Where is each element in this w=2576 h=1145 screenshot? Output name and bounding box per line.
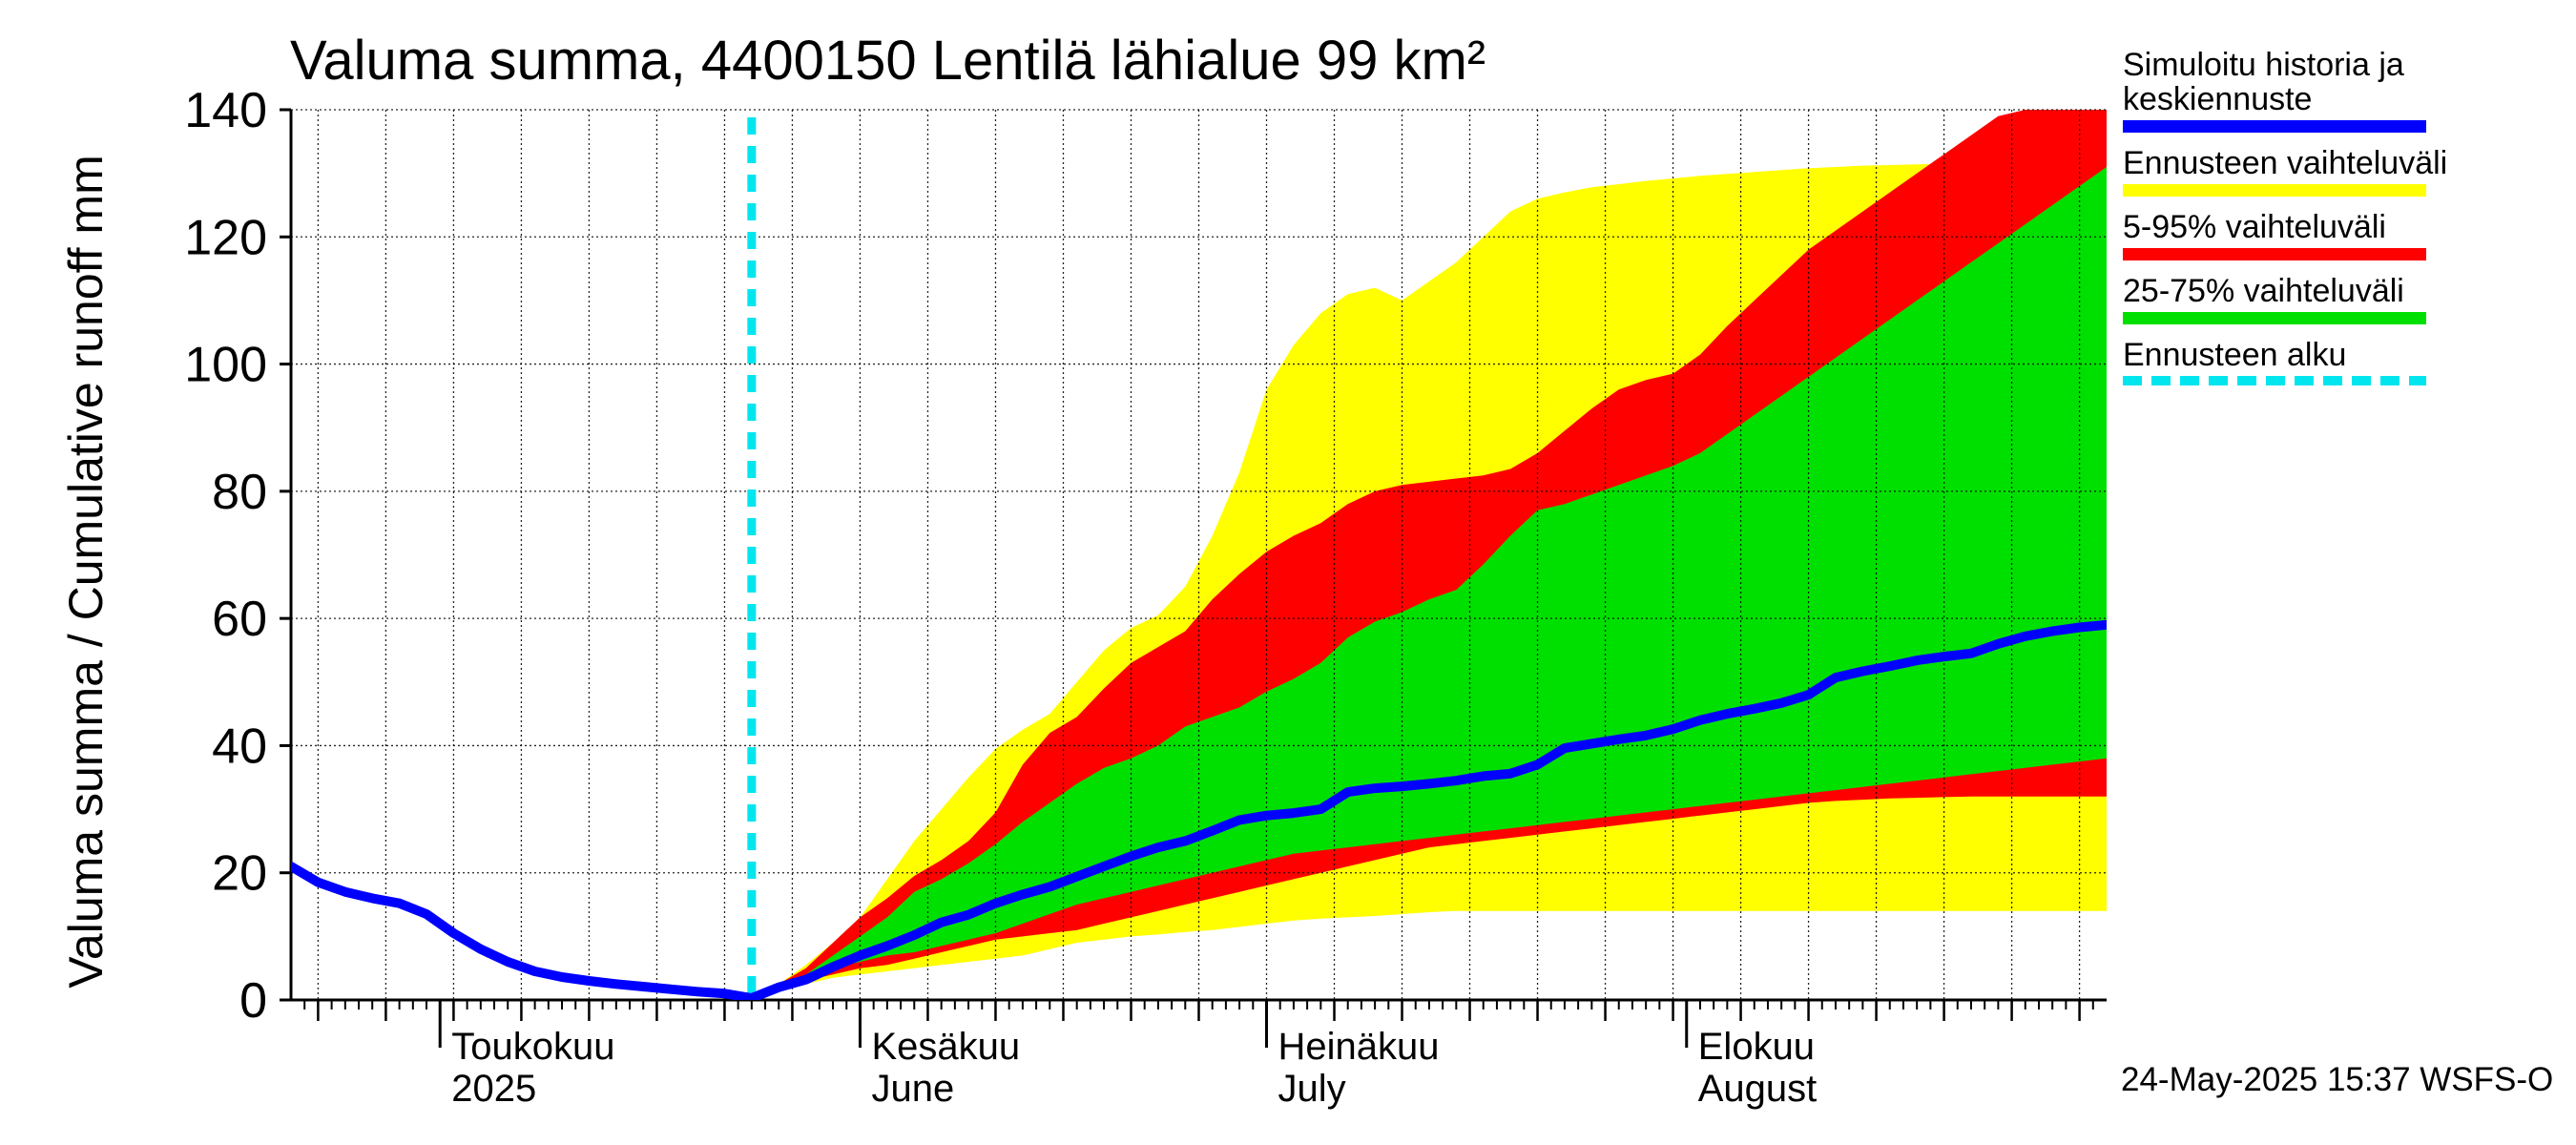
legend: Simuloitu historia ja keskiennuste Ennus… [2123, 48, 2552, 399]
legend-item-simulated: Simuloitu historia ja keskiennuste [2123, 48, 2552, 133]
timestamp-footer: 24-May-2025 15:37 WSFS-O [2121, 1061, 2554, 1098]
y-tick-label: 100 [184, 338, 267, 393]
x-month-label: Heinäkuu [1278, 1026, 1440, 1068]
band-25-75 [751, 167, 2107, 998]
chart-title: Valuma summa, 4400150 Lentilä lähialue 9… [290, 30, 1486, 92]
legend-label: 5-95% vaihteluväli [2123, 209, 2386, 245]
x-month-sublabel: August [1698, 1068, 1818, 1110]
simulated-median-line [291, 619, 2107, 1000]
legend-swatch [2123, 376, 2426, 385]
legend-item-forecast-start: Ennusteen alku [2123, 338, 2552, 385]
y-axis-label: Valuma summa / Cumulative runoff mm [59, 155, 113, 989]
y-tick-label: 20 [212, 846, 267, 902]
x-month-label: Toukokuu [451, 1026, 614, 1068]
x-month-label: Elokuu [1698, 1026, 1815, 1068]
y-tick-label: 40 [212, 718, 267, 774]
legend-swatch [2123, 120, 2426, 133]
y-tick-label: 80 [212, 465, 267, 520]
y-tick-label: 140 [184, 83, 267, 138]
x-month-sublabel: 2025 [451, 1068, 536, 1110]
y-tick-label: 0 [239, 973, 267, 1029]
legend-item-range: Ennusteen vaihteluväli [2123, 146, 2552, 197]
x-month-sublabel: June [871, 1068, 954, 1110]
y-tick-label: 120 [184, 210, 267, 265]
legend-swatch [2123, 248, 2426, 260]
legend-label: Simuloitu historia ja keskiennuste [2123, 47, 2404, 117]
legend-item-5-95: 5-95% vaihteluväli [2123, 210, 2552, 260]
legend-swatch [2123, 184, 2426, 197]
legend-item-25-75: 25-75% vaihteluväli [2123, 274, 2552, 324]
x-month-label: Kesäkuu [871, 1026, 1020, 1068]
legend-label: 25-75% vaihteluväli [2123, 273, 2404, 309]
x-month-sublabel: July [1278, 1068, 1346, 1110]
y-tick-label: 60 [212, 592, 267, 647]
legend-label: Ennusteen alku [2123, 337, 2347, 373]
legend-swatch [2123, 312, 2426, 324]
legend-label: Ennusteen vaihteluväli [2123, 145, 2448, 181]
